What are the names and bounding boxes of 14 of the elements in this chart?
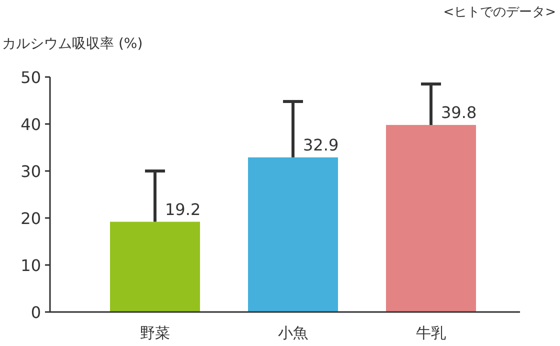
data-label: 39.8 bbox=[441, 102, 477, 122]
y-tick-label: 0 bbox=[30, 303, 41, 322]
y-tick-label: 40 bbox=[20, 115, 41, 134]
x-tick-label: 小魚 bbox=[278, 324, 308, 342]
x-tick-label: 牛乳 bbox=[416, 324, 446, 342]
data-label: 32.9 bbox=[303, 135, 339, 154]
data-label: 19.2 bbox=[165, 200, 201, 219]
y-tick-label: 30 bbox=[20, 162, 41, 181]
x-tick-label: 野菜 bbox=[140, 324, 170, 342]
y-tick-label: 20 bbox=[20, 209, 41, 228]
annotation: <ヒトでのデータ> bbox=[443, 5, 556, 20]
y-tick-label: 50 bbox=[20, 68, 41, 87]
title: カルシウム吸収率 (%) bbox=[2, 36, 143, 52]
y-tick-label: 10 bbox=[20, 256, 41, 275]
